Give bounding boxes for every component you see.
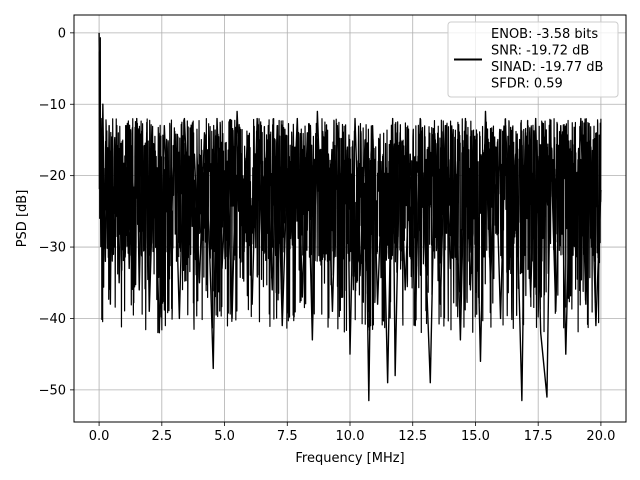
x-tick-label: 15.0 bbox=[461, 429, 490, 444]
x-tick-label: 7.5 bbox=[277, 429, 298, 444]
y-tick-label: −40 bbox=[39, 312, 66, 327]
legend-line-snr: SNR: -19.72 dB bbox=[491, 44, 589, 59]
x-tick-label: 17.5 bbox=[524, 429, 553, 444]
x-tick-label: 12.5 bbox=[398, 429, 427, 444]
y-tick-label: −50 bbox=[39, 383, 66, 398]
y-axis: 0 −10 −20 −30 −40 −50 bbox=[39, 26, 74, 398]
y-tick-label: −20 bbox=[39, 169, 66, 184]
legend-line-sfdr: SFDR: 0.59 bbox=[491, 77, 563, 92]
legend-line-enob: ENOB: -3.58 bits bbox=[491, 27, 598, 42]
legend-line-sinad: SINAD: -19.77 dB bbox=[491, 60, 603, 75]
legend: ENOB: -3.58 bits SNR: -19.72 dB SINAD: -… bbox=[447, 21, 619, 98]
legend-box bbox=[447, 21, 619, 98]
x-axis-label: Frequency [MHz] bbox=[295, 451, 404, 466]
y-tick-label: 0 bbox=[58, 26, 66, 41]
x-tick-label: 0.0 bbox=[89, 429, 110, 444]
plot-area bbox=[98, 32, 602, 402]
x-tick-label: 20.0 bbox=[586, 429, 615, 444]
x-tick-label: 5.0 bbox=[214, 429, 235, 444]
y-tick-label: −10 bbox=[39, 98, 66, 113]
y-tick-label: −30 bbox=[39, 241, 66, 256]
y-axis-label: PSD [dB] bbox=[15, 190, 30, 248]
x-tick-label: 2.5 bbox=[151, 429, 172, 444]
psd-series-line bbox=[98, 32, 602, 402]
x-tick-label: 10.0 bbox=[336, 429, 365, 444]
x-axis: 0.0 2.5 5.0 7.5 10.0 12.5 15.0 17.5 20.0 bbox=[89, 422, 615, 444]
